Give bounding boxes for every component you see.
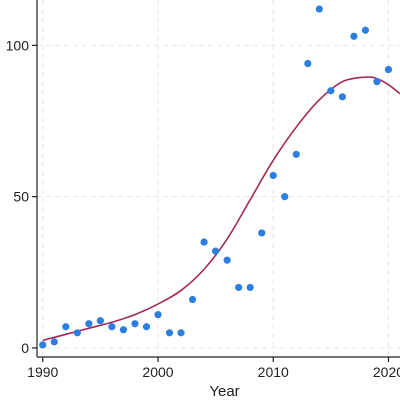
data-point-1991 bbox=[50, 338, 58, 346]
data-point-2009 bbox=[258, 229, 266, 237]
data-point-2004 bbox=[200, 238, 208, 246]
data-point-2012 bbox=[292, 150, 300, 158]
data-point-2010 bbox=[269, 171, 277, 180]
data-point-2014 bbox=[315, 5, 323, 13]
data-point-2007 bbox=[235, 283, 243, 292]
y-tick-label-0: 0 bbox=[21, 340, 29, 356]
data-point-2005 bbox=[212, 247, 220, 255]
data-point-1996 bbox=[108, 323, 116, 331]
data-point-2013 bbox=[304, 59, 312, 68]
data-point-1998 bbox=[131, 320, 139, 328]
data-point-2018 bbox=[361, 26, 370, 34]
y-tick-label-100: 100 bbox=[6, 37, 30, 53]
data-point-2019 bbox=[373, 78, 381, 86]
x-tick-label-2000: 2000 bbox=[142, 364, 173, 380]
x-tick-label-2010: 2010 bbox=[258, 364, 289, 380]
data-point-2008 bbox=[246, 283, 254, 292]
data-points-layer bbox=[39, 5, 393, 349]
data-point-1994 bbox=[85, 320, 93, 328]
data-point-2001 bbox=[165, 329, 174, 337]
data-point-2015 bbox=[327, 87, 335, 95]
x-axis-title: Year bbox=[209, 383, 239, 400]
data-point-1995 bbox=[96, 317, 104, 325]
data-point-1997 bbox=[119, 326, 128, 334]
x-tick-label-1990: 1990 bbox=[27, 364, 58, 380]
data-point-1992 bbox=[62, 323, 70, 331]
data-point-2017 bbox=[350, 32, 358, 40]
data-point-2016 bbox=[338, 93, 346, 101]
data-point-2002 bbox=[177, 329, 185, 337]
data-point-2000 bbox=[154, 311, 162, 319]
data-point-2003 bbox=[188, 295, 197, 304]
grid-layer bbox=[37, 0, 400, 357]
y-tick-label-50: 50 bbox=[13, 189, 29, 205]
data-point-2006 bbox=[223, 256, 231, 264]
axis-layer bbox=[36, 0, 400, 358]
data-point-1993 bbox=[73, 329, 81, 337]
fit-line bbox=[42, 76, 400, 342]
data-point-2020 bbox=[384, 65, 393, 74]
fit-line-layer bbox=[42, 76, 400, 342]
data-point-1999 bbox=[142, 323, 151, 331]
data-point-2011 bbox=[281, 193, 289, 201]
data-point-1990 bbox=[39, 341, 47, 349]
